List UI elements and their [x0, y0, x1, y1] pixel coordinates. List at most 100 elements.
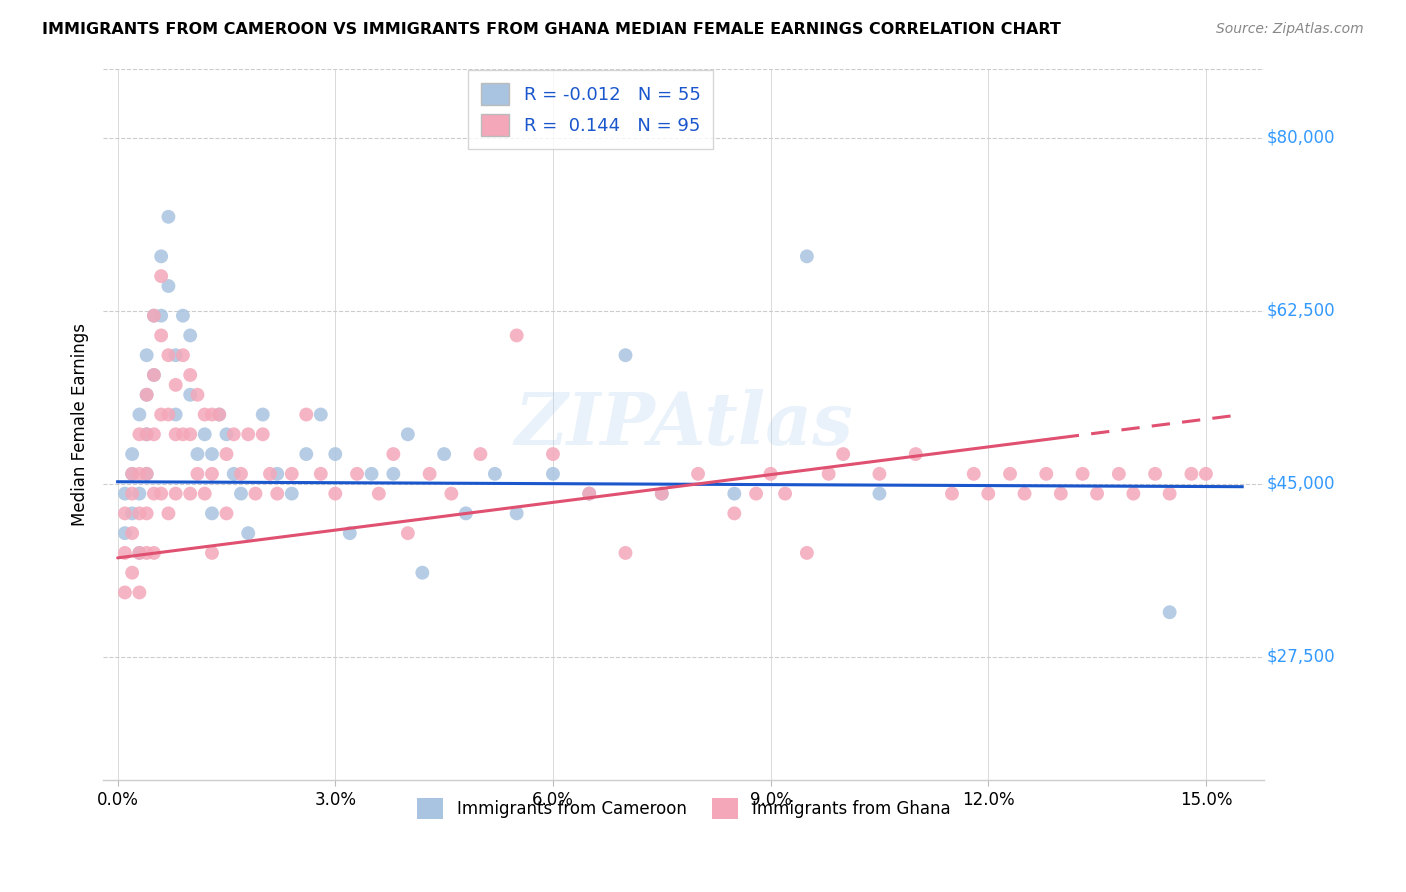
Point — [121, 467, 143, 481]
Point — [868, 467, 890, 481]
Point — [179, 328, 201, 343]
Point — [281, 467, 304, 481]
Point — [135, 388, 157, 402]
Point — [215, 427, 238, 442]
Text: IMMIGRANTS FROM CAMEROON VS IMMIGRANTS FROM GHANA MEDIAN FEMALE EARNINGS CORRELA: IMMIGRANTS FROM CAMEROON VS IMMIGRANTS F… — [42, 22, 1062, 37]
Point — [396, 526, 419, 541]
Point — [454, 507, 477, 521]
Point — [266, 467, 288, 481]
Point — [114, 546, 136, 560]
Point — [309, 467, 332, 481]
Point — [135, 427, 157, 442]
Point — [229, 486, 252, 500]
Point — [121, 526, 143, 541]
Point — [259, 467, 281, 481]
Point — [1159, 486, 1181, 500]
Point — [382, 447, 405, 461]
Point — [419, 467, 441, 481]
Point — [165, 427, 187, 442]
Point — [128, 427, 150, 442]
Text: $27,500: $27,500 — [1267, 648, 1334, 665]
Point — [128, 546, 150, 560]
Point — [142, 368, 165, 382]
Point — [150, 249, 173, 263]
Point — [179, 486, 201, 500]
Point — [1071, 467, 1094, 481]
Point — [614, 546, 637, 560]
Point — [295, 408, 318, 422]
Point — [135, 546, 157, 560]
Point — [686, 467, 709, 481]
Point — [114, 507, 136, 521]
Text: ZIPAtlas: ZIPAtlas — [515, 389, 853, 460]
Point — [121, 566, 143, 580]
Point — [135, 507, 157, 521]
Point — [346, 467, 368, 481]
Point — [150, 328, 173, 343]
Point — [723, 507, 745, 521]
Point — [323, 486, 346, 500]
Legend: Immigrants from Cameroon, Immigrants from Ghana: Immigrants from Cameroon, Immigrants fro… — [411, 792, 957, 825]
Point — [114, 486, 136, 500]
Point — [433, 447, 456, 461]
Point — [1108, 467, 1130, 481]
Point — [541, 467, 564, 481]
Point — [723, 486, 745, 500]
Point — [309, 408, 332, 422]
Point — [1049, 486, 1071, 500]
Point — [142, 309, 165, 323]
Point — [121, 486, 143, 500]
Text: $62,500: $62,500 — [1267, 301, 1334, 319]
Point — [121, 507, 143, 521]
Point — [142, 368, 165, 382]
Point — [142, 486, 165, 500]
Point — [817, 467, 839, 481]
Point — [759, 467, 782, 481]
Point — [208, 408, 231, 422]
Point — [186, 388, 208, 402]
Point — [201, 507, 224, 521]
Point — [186, 467, 208, 481]
Point — [114, 585, 136, 599]
Point — [1014, 486, 1036, 500]
Point — [578, 486, 600, 500]
Point — [222, 467, 245, 481]
Point — [215, 507, 238, 521]
Point — [245, 486, 267, 500]
Point — [128, 585, 150, 599]
Point — [339, 526, 361, 541]
Point — [179, 368, 201, 382]
Point — [238, 427, 260, 442]
Point — [128, 546, 150, 560]
Point — [1122, 486, 1144, 500]
Point — [977, 486, 1000, 500]
Point — [201, 467, 224, 481]
Point — [470, 447, 492, 461]
Point — [172, 427, 194, 442]
Point — [1035, 467, 1057, 481]
Point — [194, 427, 217, 442]
Point — [360, 467, 382, 481]
Point — [541, 447, 564, 461]
Point — [128, 486, 150, 500]
Point — [367, 486, 389, 500]
Point — [651, 486, 673, 500]
Point — [222, 427, 245, 442]
Point — [323, 447, 346, 461]
Point — [868, 486, 890, 500]
Point — [128, 408, 150, 422]
Point — [165, 408, 187, 422]
Point — [165, 486, 187, 500]
Point — [411, 566, 433, 580]
Point — [201, 408, 224, 422]
Point — [998, 467, 1021, 481]
Point — [252, 408, 274, 422]
Point — [941, 486, 963, 500]
Point — [963, 467, 986, 481]
Point — [1159, 605, 1181, 619]
Point — [128, 507, 150, 521]
Point — [773, 486, 796, 500]
Point — [238, 526, 260, 541]
Point — [266, 486, 288, 500]
Text: Source: ZipAtlas.com: Source: ZipAtlas.com — [1216, 22, 1364, 37]
